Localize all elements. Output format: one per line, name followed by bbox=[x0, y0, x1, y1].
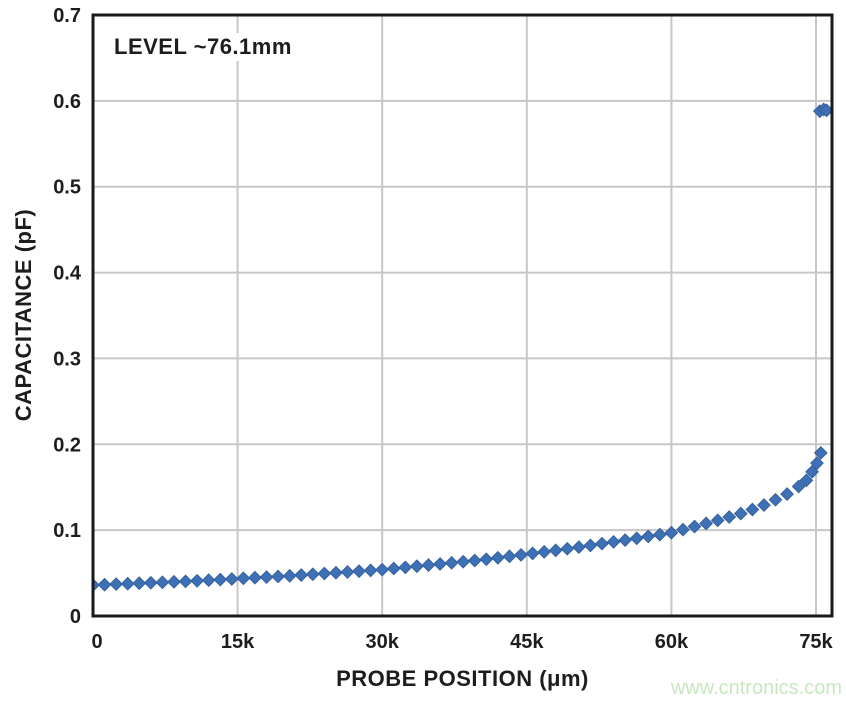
watermark-text: www.cntronics.com bbox=[670, 677, 842, 699]
tick-label: 0.3 bbox=[53, 348, 81, 370]
tick-label: 0.2 bbox=[53, 434, 81, 456]
tick-label: 0.1 bbox=[53, 520, 81, 542]
tick-label: 0.4 bbox=[53, 263, 82, 285]
level-annotation: LEVEL ~76.1mm bbox=[110, 33, 296, 61]
tick-label: 45k bbox=[510, 631, 544, 653]
tick-label: 30k bbox=[366, 631, 400, 653]
tick-label: 60k bbox=[655, 631, 689, 653]
tick-label: 0 bbox=[70, 606, 81, 628]
tick-label: 15k bbox=[221, 631, 255, 653]
tick-label: 0.6 bbox=[53, 91, 81, 113]
x-axis-title: PROBE POSITION (μm) bbox=[336, 666, 589, 691]
tick-label: 0.7 bbox=[53, 5, 81, 27]
tick-label: 0 bbox=[91, 631, 102, 653]
y-axis-title: CAPACITANCE (pF) bbox=[11, 208, 36, 422]
tick-label: 0.5 bbox=[53, 177, 81, 199]
tick-label: 75k bbox=[799, 631, 833, 653]
